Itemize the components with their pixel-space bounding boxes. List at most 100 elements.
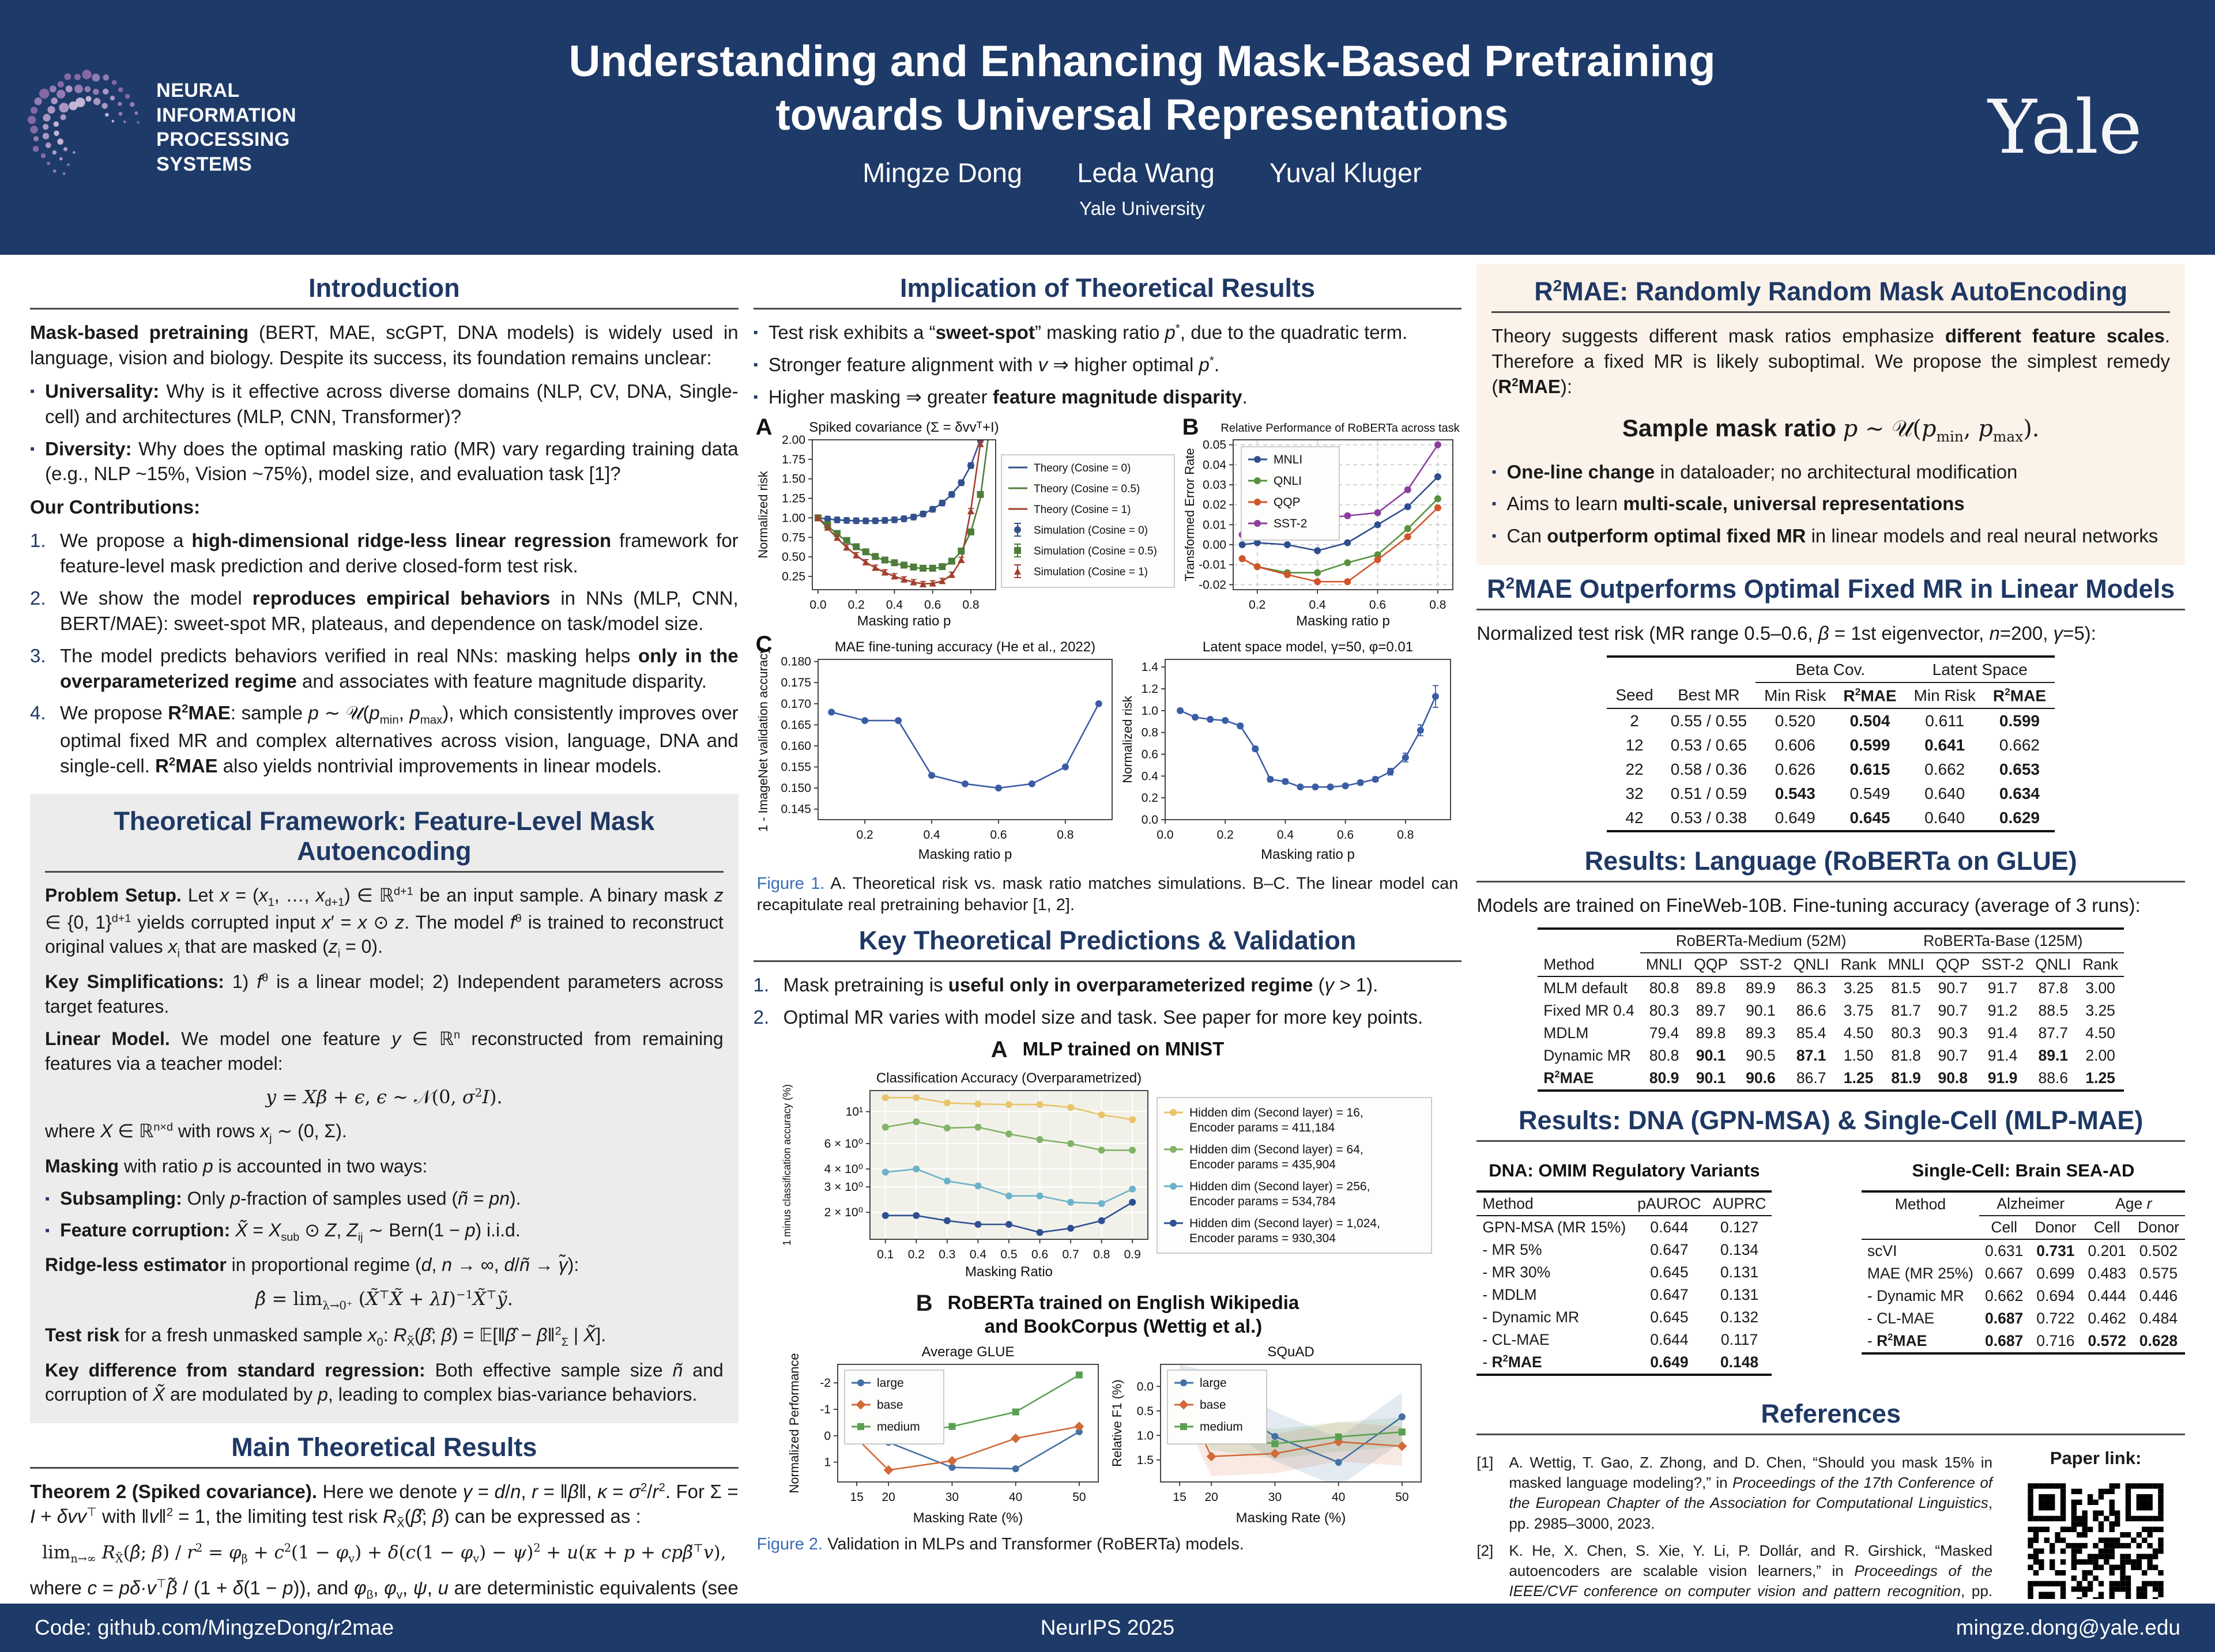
list-item-text: Test risk exhibits a “sweet-spot” maskin… [768, 322, 1408, 343]
svg-text:1.2: 1.2 [1141, 682, 1158, 696]
predictions-list: 1. Mask pretraining is useful only in ove… [754, 972, 1462, 1030]
svg-text:Normalized risk: Normalized risk [756, 470, 770, 559]
table-cell: 0.641 [1924, 736, 1965, 755]
table-cell: 89.8 [1696, 1024, 1726, 1042]
section-title-predictions: Key Theoretical Predictions & Validation [858, 926, 1357, 955]
svg-text:3 × 10⁰: 3 × 10⁰ [824, 1180, 863, 1194]
svg-text:0.175: 0.175 [781, 676, 811, 689]
table-cell: 86.7 [1787, 1067, 1835, 1092]
equation-main: limn→∞ RX̃(β̂; β) / r2 = φβ + c2(1 − φv)… [42, 1541, 726, 1566]
table-cell: 90.1 [1746, 1002, 1776, 1020]
reference-number: [2] [1476, 1541, 1494, 1559]
table-cell: 1.50 [1843, 1047, 1874, 1065]
table-cell: Fixed MR 0.4 [1543, 1002, 1634, 1020]
divider [753, 308, 1462, 310]
svg-text:0.4: 0.4 [1141, 770, 1158, 783]
svg-text:1.25: 1.25 [782, 492, 805, 505]
table-cell: 0.731 [2036, 1242, 2075, 1260]
svg-text:0.8: 0.8 [1429, 598, 1446, 612]
divider [30, 308, 739, 310]
svg-text:0.4: 0.4 [923, 828, 940, 842]
table-cell: 1.25 [2077, 1067, 2124, 1092]
table-cell: - CL-MAE [1867, 1310, 1935, 1327]
svg-text:Theory (Cosine = 0): Theory (Cosine = 0) [1034, 462, 1131, 474]
divider [1476, 1434, 2186, 1436]
figure2-panel-a: 0.1 0.2 0.3 0.4 0.5 0.6 0.7 0.8 0.9 2 × 10⁰ 3 × 10… [754, 1063, 1462, 1285]
table-column-header: pAUROC [1632, 1190, 1707, 1217]
svg-text:0.6: 0.6 [1369, 598, 1386, 612]
table-row: - Dynamic MR 0.662 0.694 0.444 0.446 [1862, 1285, 2185, 1307]
table-row: - CL-MAE 0.687 0.722 0.462 0.484 [1862, 1307, 2185, 1330]
table-group-header: RoBERTa-Base (125M) [1882, 927, 2124, 954]
table-cell: 0.640 [1924, 784, 1965, 803]
svg-text:SQuAD: SQuAD [1267, 1344, 1314, 1360]
intro-bullets: ▪ Universality: Why is it effective acros… [30, 379, 739, 487]
svg-text:QQP: QQP [1274, 496, 1301, 509]
table-group-header [1538, 927, 1640, 953]
svg-text:Masking ratio p: Masking ratio p [857, 613, 951, 629]
svg-text:30: 30 [1268, 1491, 1282, 1504]
equation-main-where: where c = pδ·v⊤β̃ / (1 + δ(1 − p)), and … [30, 1577, 739, 1599]
glue-intro: Models are trained on FineWeb-10B. Fine-… [1476, 895, 2141, 916]
figure1-row1: A 0.0 0.2 0.4 0.6 0.8 0.25 0.50 0.75 1.00 1.25 1.5… [754, 414, 1462, 634]
table-cell: 0.543 [1775, 784, 1815, 803]
equation-ridgeless: β̂ = limλ→0⁺ (X̃⊤X̃ + λI)−1X̃⊤ỹ. [255, 1287, 513, 1312]
svg-text:0.6: 0.6 [924, 598, 941, 612]
table-column-header: Best MR [1662, 682, 1756, 710]
svg-text:50: 50 [1072, 1491, 1086, 1504]
poster-title-line1: Understanding and Enhancing Mask-Based P… [568, 36, 1716, 86]
reference-text: K. He, X. Chen, S. Xie, Y. Li, P. Dollár… [1509, 1541, 1993, 1599]
bullet-icon: ▪ [753, 325, 758, 340]
table-cell: 3.00 [2085, 979, 2115, 997]
list-item: 3. The model predicts behaviors verified … [30, 643, 739, 694]
table-cell: 89.3 [1746, 1024, 1776, 1042]
r2mae-bullets: ▪ One-line change in dataloader; no archi… [1491, 459, 2170, 549]
table-row: Dynamic MR 80.8 90.1 90.5 87.1 1.50 81.8 90.7 91… [1538, 1044, 2124, 1067]
table-row: R2MAE 80.9 90.1 90.6 86.7 1.25 81.9 90.8 91.9 88.… [1538, 1067, 2124, 1092]
svg-text:0.4: 0.4 [970, 1248, 987, 1261]
table-column-header: QNLI [1787, 953, 1835, 978]
table-cell: 22 [1625, 760, 1644, 779]
list-item: ▪ Diversity: Why does the optimal masking… [30, 436, 739, 487]
table-row: 2 0.55 / 0.55 0.520 0.504 0.611 0.599 [1607, 708, 2055, 733]
svg-text:MNLI: MNLI [1274, 453, 1302, 466]
table-cell: 0.599 [1849, 736, 1890, 755]
table-cell: 0.53 / 0.65 [1670, 736, 1747, 755]
section-title-r2mae: R2MAE: Randomly Random Mask AutoEncoding [1534, 277, 2128, 306]
dna-table-title: DNA: OMIM Regulatory Variants [1489, 1160, 1760, 1181]
table-cell: 91.4 [1987, 1024, 2018, 1042]
list-item-text: Optimal MR varies with model size and ta… [783, 1006, 1423, 1028]
svg-text:Latent space model, γ=50, φ=0.: Latent space model, γ=50, φ=0.01 [1203, 639, 1413, 655]
table-cell: 4.50 [2085, 1024, 2115, 1042]
column-left: Introduction Mask-based pretraining (BER… [30, 264, 739, 1599]
svg-text:0.170: 0.170 [781, 697, 811, 710]
svg-text:4 × 10⁰: 4 × 10⁰ [824, 1163, 863, 1176]
dna-block: DNA: OMIM Regulatory Variants Method pAUR… [1476, 1152, 1772, 1390]
table-cell: 0.51 / 0.59 [1670, 784, 1747, 803]
table-cell: 0.599 [1999, 712, 2040, 730]
table-cell: 0.520 [1775, 712, 1815, 730]
table-cell: 79.4 [1649, 1024, 1679, 1042]
table-cell: 0.132 [1720, 1308, 1759, 1326]
table-cell: 86.6 [1796, 1002, 1826, 1020]
chart-spiked-covariance: 0.0 0.2 0.4 0.6 0.8 0.25 0.50 0.75 1.00 1.25 1.50 1… [756, 420, 1175, 629]
list-number: 2. [753, 1006, 770, 1028]
list-item-text: Can outperform optimal fixed MR in linea… [1506, 525, 2159, 547]
table-cell: scVI [1867, 1242, 1897, 1260]
svg-text:1.4: 1.4 [1141, 661, 1158, 674]
svg-text:0.0: 0.0 [1137, 1381, 1154, 1394]
table-cell: 0.631 [1984, 1242, 2024, 1260]
svg-text:0.3: 0.3 [939, 1248, 955, 1261]
table-cell: 0.722 [2036, 1310, 2075, 1327]
table-single-cell: Method Alzheimer Age r Cell Donor Cell Donor sc… [1861, 1190, 2186, 1355]
table-cell: 12 [1625, 736, 1644, 755]
svg-text:0.8: 0.8 [1093, 1248, 1110, 1261]
divider [1476, 1140, 2186, 1142]
section-title-framework: Theoretical Framework: Feature-Level Mas… [114, 806, 655, 866]
table-column-header: Rank [1834, 953, 1882, 978]
svg-text:-0.01: -0.01 [1199, 558, 1226, 571]
table-row: MLM default 80.8 89.8 89.9 86.3 3.25 81.5 90.7 9… [1538, 976, 2124, 1000]
figure2-panel-b-title: RoBERTa trained on English Wikipedia and… [947, 1291, 1299, 1337]
list-number: 2. [30, 587, 46, 609]
svg-text:0.6: 0.6 [1141, 748, 1158, 761]
